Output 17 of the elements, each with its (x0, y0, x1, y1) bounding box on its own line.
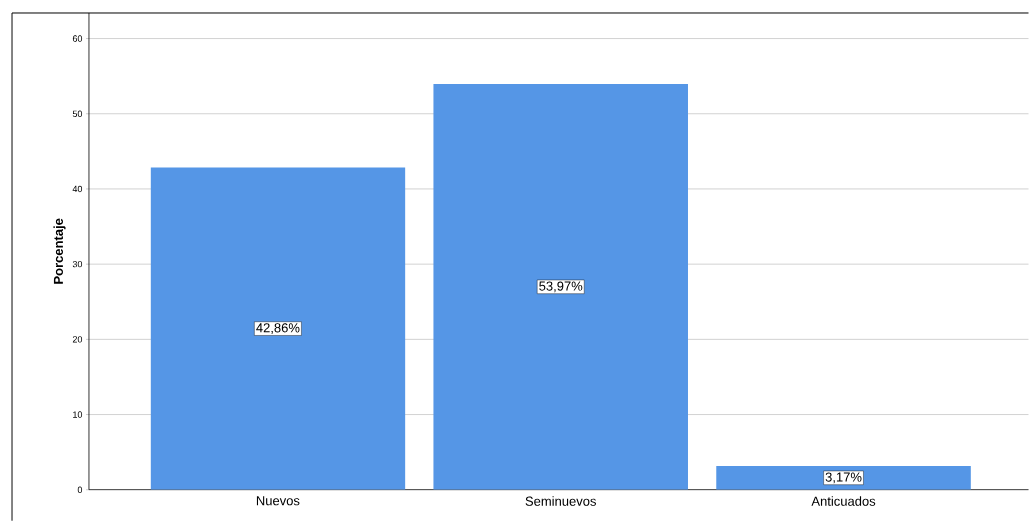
x-tick-label: Nuevos (256, 496, 300, 506)
y-axis-title: Porcentaje (53, 218, 66, 284)
data-label: 3,17% (825, 472, 862, 484)
x-tick-label: Seminuevos (525, 496, 596, 506)
bar (433, 83, 688, 490)
data-label: 42,86% (256, 323, 300, 334)
bar (150, 167, 406, 490)
y-tick-label: 30 (72, 260, 83, 268)
y-tick-label: 0 (77, 486, 83, 493)
x-tick-label: Anticuados (811, 496, 876, 506)
bar (716, 465, 971, 490)
y-tick-label: 10 (73, 411, 83, 418)
y-tick-label: 50 (72, 110, 83, 117)
y-tick-label: 60 (72, 35, 83, 42)
y-tick-label: 20 (72, 336, 83, 343)
y-tick-label: 40 (72, 185, 83, 193)
data-label: 53,97% (539, 281, 583, 293)
